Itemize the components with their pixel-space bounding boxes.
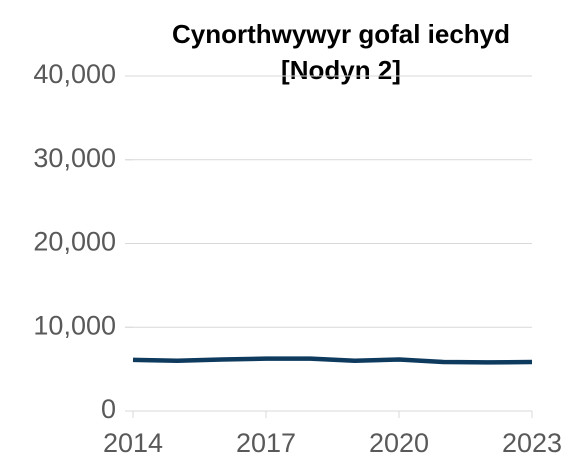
x-tick-label: 2020 [369,428,429,458]
x-tick-label: 2017 [236,428,296,458]
chart-title: [Nodyn 2] [281,55,401,85]
y-tick-label: 30,000 [33,143,116,173]
x-tick-label: 2023 [502,428,562,458]
data-line [132,356,533,365]
x-tick-label: 2014 [103,428,163,458]
y-tick-label: 40,000 [33,59,116,89]
chart-title: Cynorthwywyr gofal iechyd [172,19,510,49]
y-tick-label: 20,000 [33,227,116,257]
y-tick-label: 10,000 [33,310,116,340]
y-tick-label: 0 [101,394,116,424]
